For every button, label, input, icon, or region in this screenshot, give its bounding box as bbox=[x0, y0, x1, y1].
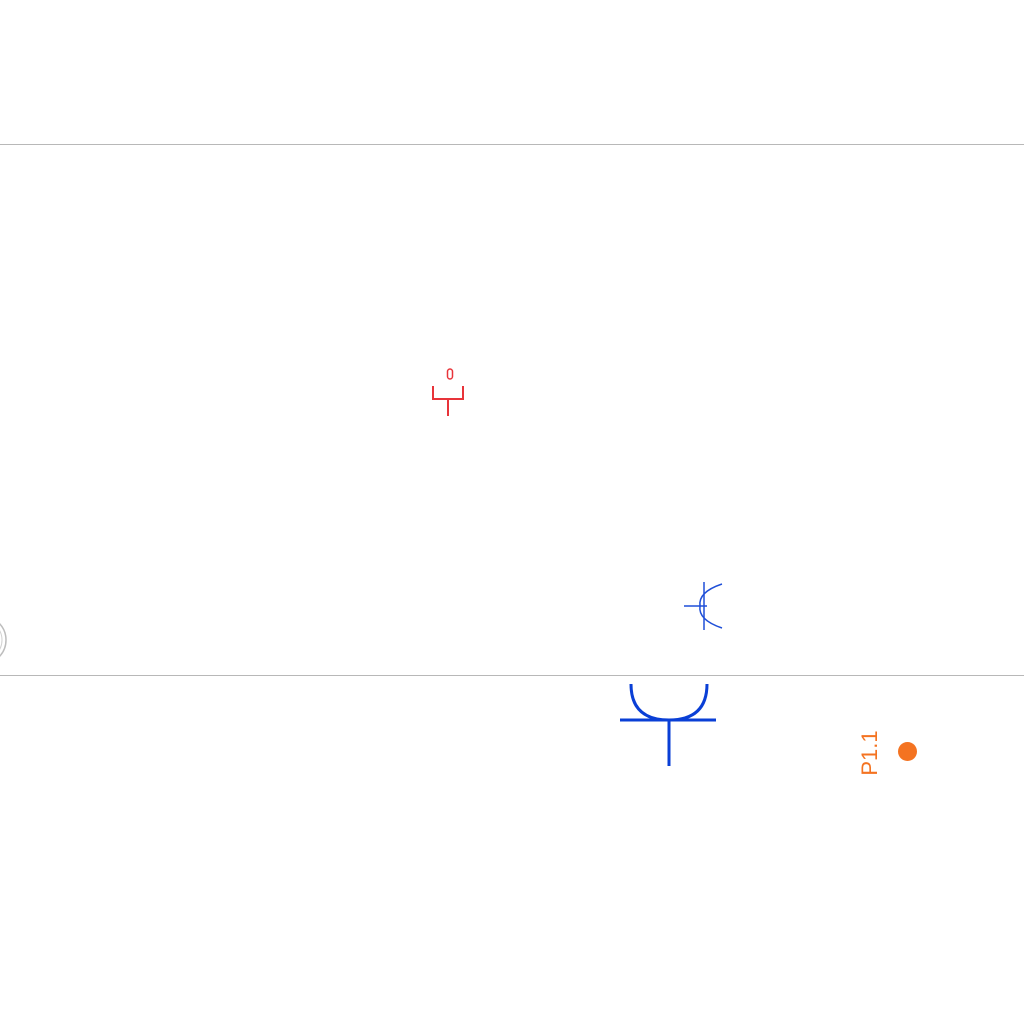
edge-circle-partial bbox=[0, 623, 7, 657]
socket-symbol-large-blue bbox=[620, 683, 716, 766]
horizontal-divider-top bbox=[0, 144, 1024, 145]
socket-symbol-small-red bbox=[432, 368, 464, 416]
horizontal-divider-bottom bbox=[0, 675, 1024, 676]
socket-symbol-small-blue bbox=[684, 582, 723, 630]
point-label: P1.1 bbox=[857, 730, 882, 776]
point-marker[interactable] bbox=[898, 742, 917, 761]
